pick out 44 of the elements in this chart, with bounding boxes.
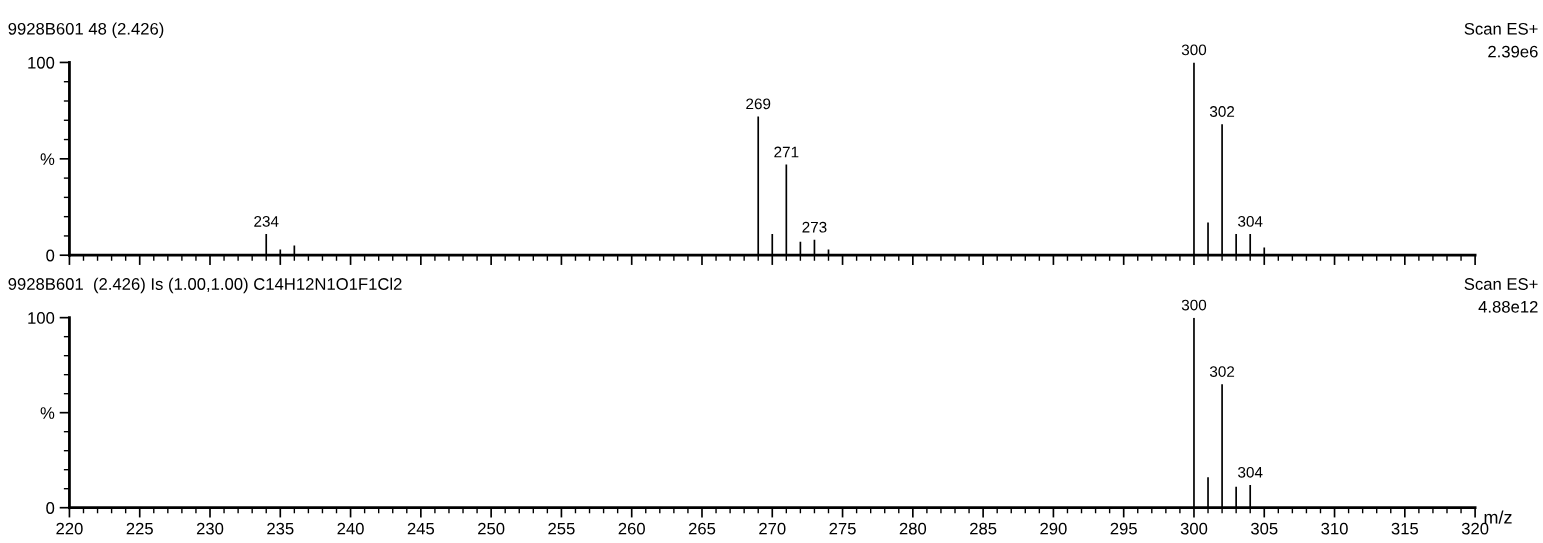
y-tick-label: 0 [46, 249, 55, 262]
x-tick-label: 320 [1461, 522, 1489, 535]
x-axis-title: m/z [1484, 510, 1512, 524]
annotation: 269 [746, 98, 771, 110]
x-tick-label: 240 [337, 522, 364, 535]
x-tick-label: 280 [899, 522, 927, 535]
y-tick-label: 100 [28, 56, 55, 69]
x-tick-label: 230 [196, 522, 224, 535]
x-tick-label: 295 [1110, 522, 1137, 535]
y-tick-label: % [40, 153, 55, 165]
x-tick-label: 315 [1391, 522, 1419, 535]
x-tick-label: 235 [267, 522, 294, 535]
annotation: 302 [1209, 366, 1235, 377]
x-tick-label: 300 [1180, 522, 1208, 535]
text: Scan ES+ [1464, 278, 1538, 290]
x-tick-label: 310 [1321, 522, 1348, 535]
annotation: 302 [1209, 106, 1235, 117]
x-tick-label: 305 [1250, 522, 1278, 535]
annotation: 304 [1238, 216, 1263, 227]
y-tick-label: % [40, 407, 55, 419]
annotation: 234 [254, 216, 279, 227]
annotation: 271 [774, 146, 799, 158]
chart-title: 9928B601 (2.426) Is (1.00,1.00) C14H12N1O1F1Cl2 [8, 277, 402, 294]
x-tick-label: 260 [618, 522, 645, 535]
annotation: 300 [1181, 44, 1207, 56]
text: 2.39e6 [1488, 45, 1538, 58]
x-tick-label: 250 [478, 522, 505, 535]
x-tick-label: 270 [759, 522, 786, 535]
chart-title: 9928B601 48 (2.426) [8, 22, 164, 38]
y-tick-label: 100 [28, 312, 55, 324]
x-tick-label: 285 [970, 522, 997, 535]
x-tick-label: 220 [56, 522, 83, 535]
x-tick-label: 225 [126, 522, 153, 535]
annotation: 304 [1238, 466, 1263, 478]
x-tick-label: 275 [829, 522, 856, 535]
annotation: 300 [1181, 299, 1207, 311]
text: Scan ES+ [1464, 22, 1538, 35]
x-tick-label: 255 [548, 522, 575, 535]
x-tick-label: 265 [688, 522, 716, 535]
text: 4.88e12 [1478, 300, 1538, 313]
y-tick-label: 0 [46, 502, 55, 514]
annotation: 273 [802, 221, 827, 233]
x-tick-label: 290 [1040, 522, 1067, 535]
x-tick-label: 245 [407, 522, 435, 535]
